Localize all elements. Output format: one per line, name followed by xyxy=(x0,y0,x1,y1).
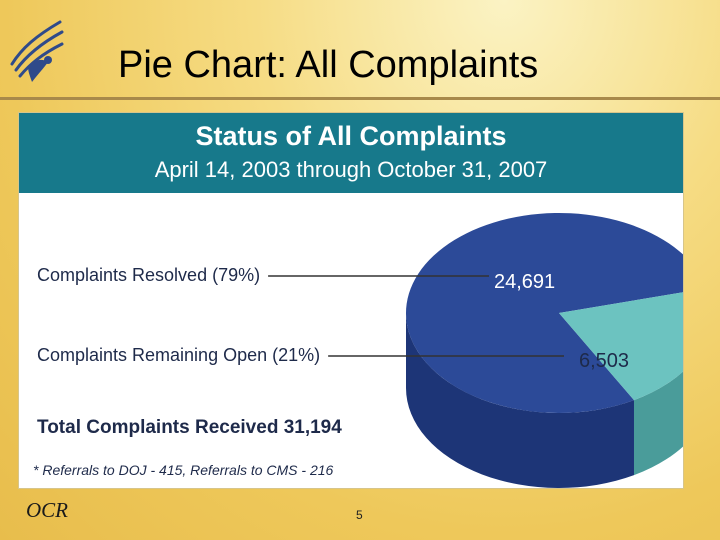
pie-slice-0 xyxy=(405,213,683,413)
legend-label-1: Complaints Remaining Open (21%) xyxy=(37,345,320,365)
chart-panel: Status of All Complaints April 14, 2003 … xyxy=(19,113,683,488)
legend-label-0: Complaints Resolved (79%) xyxy=(37,265,260,285)
page-number: 5 xyxy=(356,508,363,522)
title-divider xyxy=(0,97,720,100)
slide-title: Pie Chart: All Complaints xyxy=(118,44,539,86)
pie-side-0 xyxy=(406,313,634,488)
total-label: Total Complaints Received 31,194 xyxy=(37,417,342,438)
value-label-1: 6,503 xyxy=(579,350,629,372)
chart-header: Status of All Complaints April 14, 2003 … xyxy=(19,113,683,193)
pie-side-1 xyxy=(633,371,683,476)
hhs-logo-icon xyxy=(10,20,64,82)
chart-title: Status of All Complaints xyxy=(195,121,507,151)
chart-subtitle: April 14, 2003 through October 31, 2007 xyxy=(154,157,548,182)
footnote: * Referrals to DOJ - 415, Referrals to C… xyxy=(33,462,334,478)
pie-chart: Complaints Resolved (79%) 24,691 Complaint… xyxy=(33,213,683,488)
value-label-0: 24,691 xyxy=(494,271,555,293)
footer-ocr: OCR xyxy=(26,498,68,522)
pie-slice-1 xyxy=(559,292,683,401)
